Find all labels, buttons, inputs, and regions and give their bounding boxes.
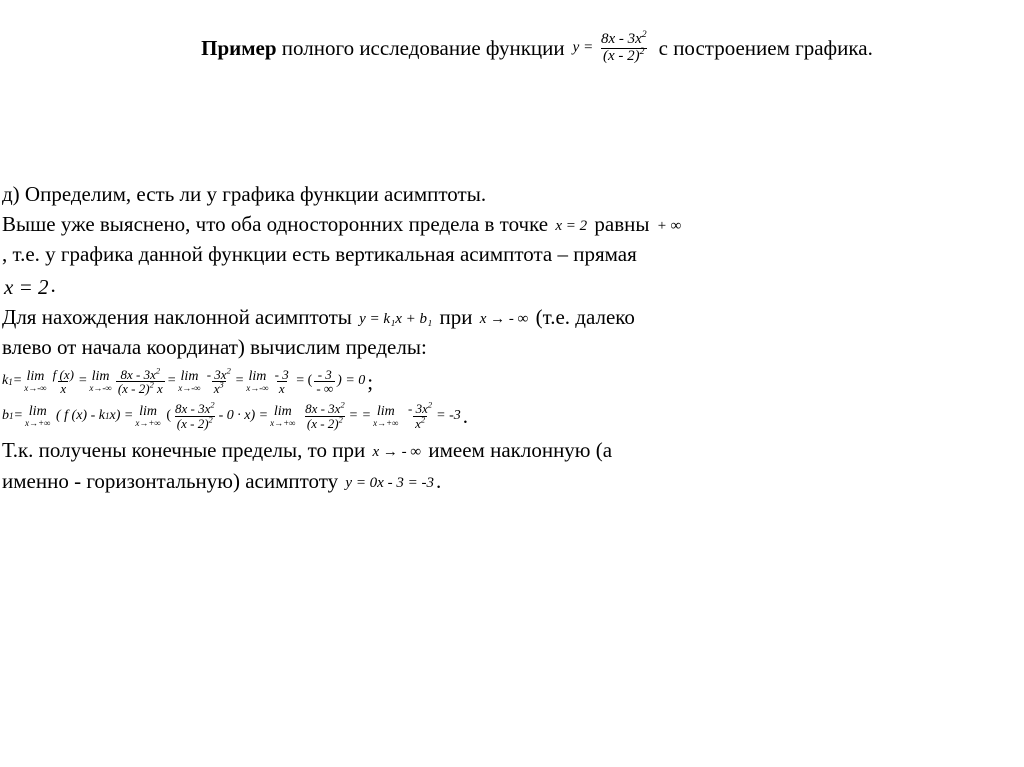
title-bold: Пример (201, 36, 276, 60)
eq-inf: + ∞ (655, 218, 684, 234)
eq-ykb: y = k₁x + b₁ (357, 311, 434, 327)
title-formula: y = 8x - 3x2 (x - 2)2 (571, 32, 653, 65)
para-4: Для нахождения наклонной асимптоты y = k… (2, 303, 1002, 331)
title-text-1: полного исследование функции (277, 36, 565, 60)
page: Пример полного исследование функции y = … (0, 0, 1024, 767)
para-d: д) Определим, есть ли у графика функции … (2, 180, 1002, 208)
para-2: Выше уже выяснено, что оба односторонних… (2, 210, 1002, 238)
eq-x2: x = 2 (553, 218, 589, 234)
para-7: именно - горизонтальную) асимптоту y = 0… (2, 467, 1002, 495)
math-b1: b1 = limx→+∞ ( f (x) - k1x) = limx→+∞ ( … (2, 402, 1002, 430)
title-fraction: 8x - 3x2 (x - 2)2 (599, 32, 649, 65)
eq-x2-line: x = 2 (2, 275, 51, 299)
math-k1: k1 = limx→-∞ f (x)x = limx→-∞ 8x - 3x2 (… (2, 368, 1002, 396)
title-text-2: с построением графика. (659, 34, 873, 62)
para-3: , т.е. у графика данной функции есть вер… (2, 240, 1002, 268)
eq-xneg: x → - ∞ (478, 311, 531, 327)
eq-y03: y = 0x - 3 = -3 (343, 475, 436, 491)
eq-xneg2: x → - ∞ (371, 444, 424, 460)
para-3b: x = 2. (2, 271, 1002, 301)
para-5: влево от начала координат) вычислим пред… (2, 333, 1002, 361)
lim-1: limx→-∞ (24, 370, 46, 393)
para-6: Т.к. получены конечные пределы, то при x… (2, 436, 1002, 464)
title-line: Пример полного исследование функции y = … (2, 32, 1002, 65)
